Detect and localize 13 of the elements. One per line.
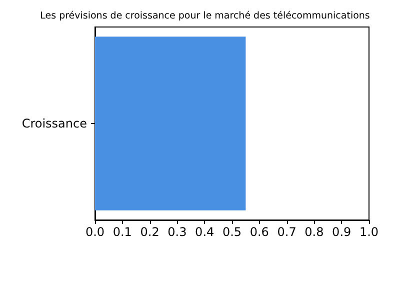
- x-tick-label: 0.6: [250, 225, 269, 239]
- x-tick-label: 0.7: [277, 225, 296, 239]
- x-tick-label: 0.2: [140, 225, 160, 239]
- x-tick-label: 1.0: [359, 225, 379, 239]
- x-tick-label: 0.3: [168, 225, 187, 239]
- x-tick-label: 0.4: [195, 225, 214, 239]
- x-tick-label: 0.1: [112, 225, 132, 239]
- x-tick-label: 0.0: [85, 225, 105, 239]
- chart-title: Les prévisions de croissance pour le marché des télécommunications: [40, 10, 370, 22]
- x-tick-label: 0.8: [304, 225, 324, 239]
- y-tick-label: Croissance: [22, 116, 87, 130]
- x-tick-label: 0.9: [332, 225, 352, 239]
- x-tick-label: 0.5: [222, 225, 242, 239]
